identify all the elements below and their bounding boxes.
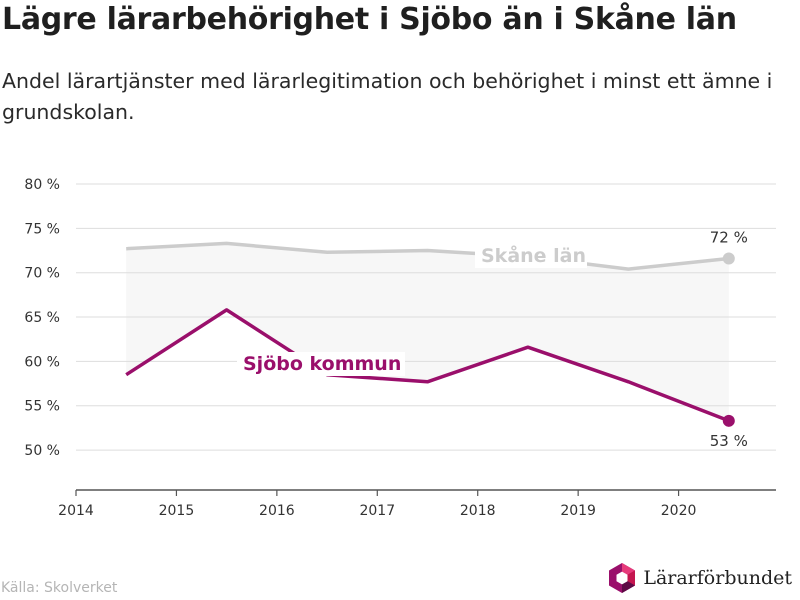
source-note: Källa: Skolverket	[1, 580, 118, 596]
chart-subtitle: Andel lärartjänster med lärarlegitimatio…	[2, 69, 773, 124]
y-tick-labels: 50 % 55 % 60 % 65 % 70 % 75 % 80 %	[24, 177, 60, 459]
series-line-sjobo	[125, 308, 730, 423]
y-tick-label: 75 %	[24, 221, 60, 237]
range-band	[126, 243, 729, 421]
y-tick-label: 70 %	[24, 266, 60, 282]
x-ticks: 2014 2015 2016 2017 2018 2019 2020	[58, 490, 696, 519]
y-grid	[76, 183, 776, 451]
y-tick-label: 65 %	[24, 310, 60, 326]
x-tick-label: 2014	[58, 503, 94, 519]
skane-label-knockout	[475, 244, 587, 268]
x-tick-label: 2020	[661, 503, 697, 519]
x-tick-label: 2019	[560, 503, 596, 519]
x-tick-label: 2015	[159, 503, 195, 519]
y-tick-label: 80 %	[24, 177, 60, 193]
series-line-skane	[126, 241, 729, 271]
sjobo-label-knockout	[237, 352, 405, 376]
series-label-sjobo: Sjöbo kommun	[243, 353, 401, 375]
hexagon-logo-icon	[609, 563, 636, 593]
brand-logo[interactable]: Lärarförbundet	[607, 562, 792, 594]
x-tick-label: 2016	[259, 503, 295, 519]
chart-title: Lägre lärarbehörighet i Sjöbo än i Skåne…	[2, 2, 737, 37]
y-tick-label: 55 %	[24, 399, 60, 415]
y-tick-label: 50 %	[24, 443, 60, 459]
end-label-skane: 72 %	[710, 229, 748, 247]
end-label-sjobo: 53 %	[710, 432, 748, 450]
end-point-sjobo	[722, 414, 735, 427]
series-label-skane: Skåne län	[481, 243, 586, 267]
end-point-skane	[722, 252, 735, 265]
x-tick-label: 2017	[359, 503, 395, 519]
brand-name: Lärarförbundet	[643, 567, 792, 589]
x-tick-label: 2018	[460, 503, 496, 519]
y-tick-label: 60 %	[24, 354, 60, 370]
